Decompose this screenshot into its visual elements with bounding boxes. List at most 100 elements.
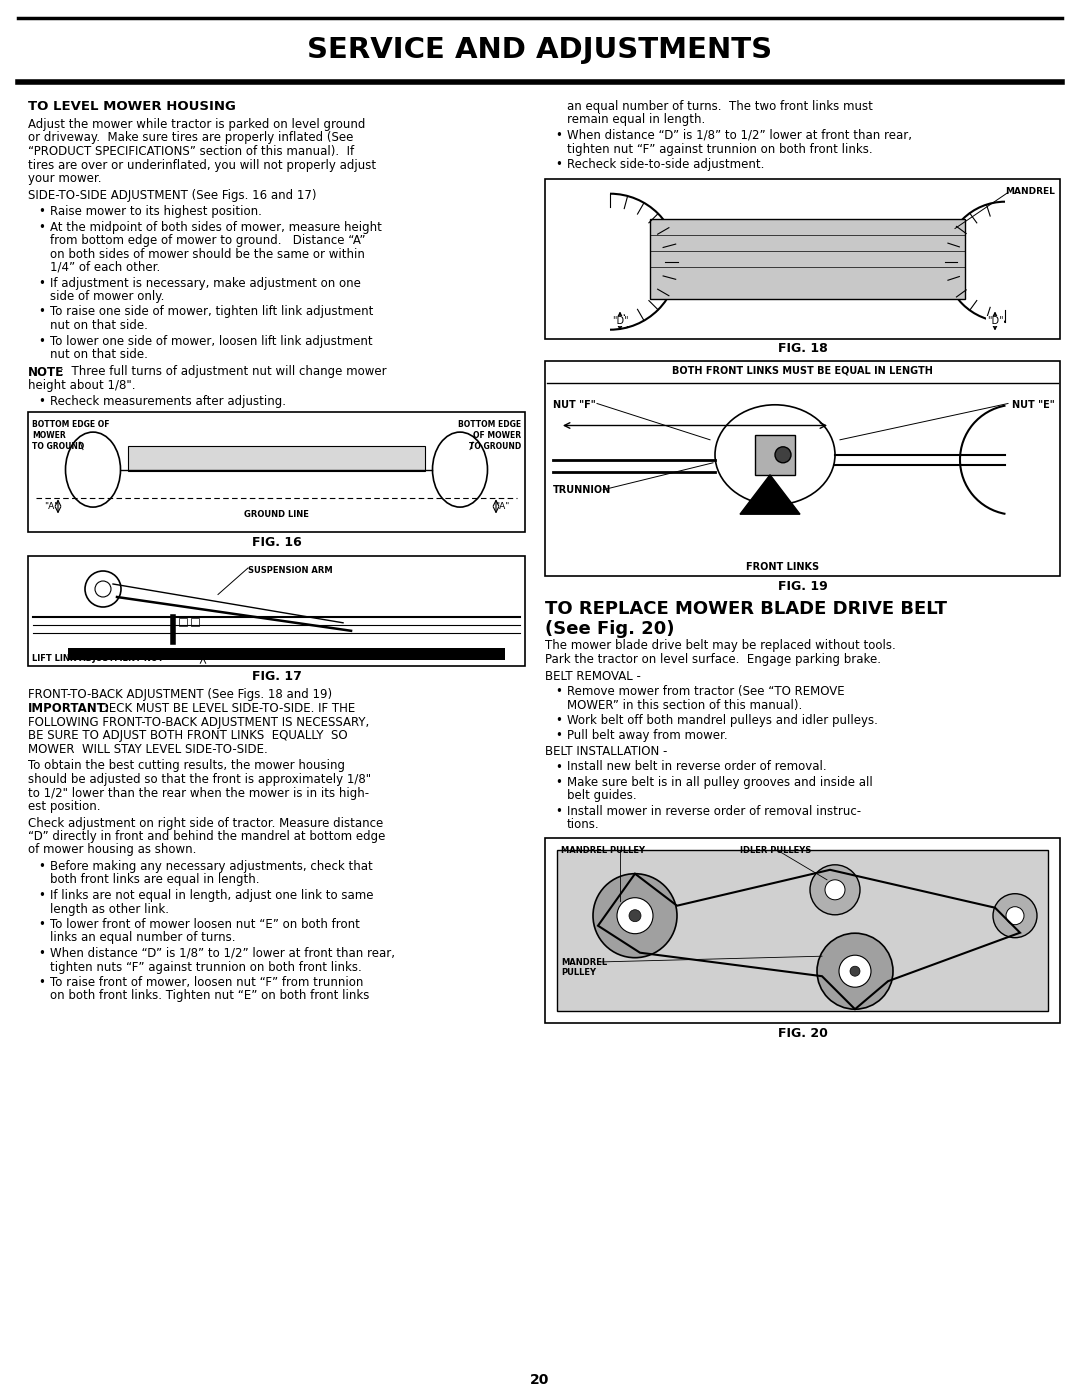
- Text: •: •: [555, 805, 562, 819]
- Text: side of mower only.: side of mower only.: [50, 291, 164, 303]
- Circle shape: [85, 571, 121, 608]
- Text: When distance “D” is 1/8” to 1/2” lower at front than rear,: When distance “D” is 1/8” to 1/2” lower …: [567, 129, 912, 142]
- Text: IMPORTANT:: IMPORTANT:: [28, 703, 110, 715]
- Text: Check adjustment on right side of tractor. Measure distance: Check adjustment on right side of tracto…: [28, 816, 383, 830]
- Text: Park the tractor on level surface.  Engage parking brake.: Park the tractor on level surface. Engag…: [545, 652, 881, 666]
- Text: To lower one side of mower, loosen lift link adjustment: To lower one side of mower, loosen lift …: [50, 334, 373, 348]
- Circle shape: [95, 581, 111, 597]
- Circle shape: [810, 865, 860, 915]
- Text: •: •: [38, 977, 45, 989]
- Text: TO GROUND: TO GROUND: [469, 441, 521, 451]
- Text: "A": "A": [44, 502, 58, 511]
- Text: remain equal in length.: remain equal in length.: [567, 113, 705, 127]
- Text: tions.: tions.: [567, 819, 599, 831]
- Text: “D” directly in front and behind the mandrel at bottom edge: “D” directly in front and behind the man…: [28, 830, 386, 842]
- Text: SERVICE AND ADJUSTMENTS: SERVICE AND ADJUSTMENTS: [308, 36, 772, 64]
- Circle shape: [825, 880, 845, 900]
- Text: NUT "E": NUT "E": [1012, 401, 1055, 411]
- Text: MANDREL: MANDREL: [561, 958, 607, 967]
- Text: Before making any necessary adjustments, check that: Before making any necessary adjustments,…: [50, 861, 373, 873]
- Text: FIG. 20: FIG. 20: [778, 1027, 827, 1039]
- Text: Make sure belt is in all pulley grooves and inside all: Make sure belt is in all pulley grooves …: [567, 775, 873, 789]
- Text: Recheck measurements after adjusting.: Recheck measurements after adjusting.: [50, 394, 286, 408]
- Text: "D": "D": [611, 316, 629, 326]
- Text: TO GROUND: TO GROUND: [32, 441, 84, 451]
- Bar: [557, 849, 1048, 1011]
- Text: MANDREL: MANDREL: [1005, 187, 1055, 196]
- Circle shape: [617, 898, 653, 933]
- Text: BOTTOM EDGE: BOTTOM EDGE: [458, 420, 521, 429]
- Bar: [129, 446, 426, 471]
- Ellipse shape: [715, 405, 835, 504]
- Text: TRUNNION: TRUNNION: [553, 485, 611, 495]
- Text: If links are not equal in length, adjust one link to same: If links are not equal in length, adjust…: [50, 888, 374, 902]
- Text: •: •: [38, 394, 45, 408]
- Bar: [28, 556, 525, 666]
- Text: To obtain the best cutting results, the mower housing: To obtain the best cutting results, the …: [28, 760, 345, 773]
- Circle shape: [993, 894, 1037, 937]
- Text: 1/4” of each other.: 1/4” of each other.: [50, 261, 160, 274]
- Text: on both front links. Tighten nut “E” on both front links: on both front links. Tighten nut “E” on …: [50, 989, 369, 1003]
- Text: •: •: [38, 306, 45, 319]
- Text: NOTE: NOTE: [28, 366, 64, 379]
- Text: nut on that side.: nut on that side.: [50, 319, 148, 332]
- Text: •: •: [555, 129, 562, 142]
- Text: Adjust the mower while tractor is parked on level ground: Adjust the mower while tractor is parked…: [28, 117, 365, 131]
- Text: belt guides.: belt guides.: [567, 789, 636, 802]
- Text: LIFT LINK ADJUSTMENT NUT: LIFT LINK ADJUSTMENT NUT: [32, 654, 163, 664]
- Text: DECK MUST BE LEVEL SIDE-TO-SIDE. IF THE: DECK MUST BE LEVEL SIDE-TO-SIDE. IF THE: [96, 703, 355, 715]
- Text: •: •: [555, 158, 562, 170]
- Text: both front links are equal in length.: both front links are equal in length.: [50, 873, 259, 887]
- Text: BELT INSTALLATION -: BELT INSTALLATION -: [545, 745, 667, 759]
- Text: •: •: [555, 760, 562, 774]
- Ellipse shape: [432, 432, 487, 507]
- Text: To raise one side of mower, tighten lift link adjustment: To raise one side of mower, tighten lift…: [50, 306, 374, 319]
- Text: an equal number of turns.  The two front links must: an equal number of turns. The two front …: [567, 101, 873, 113]
- Text: links an equal number of turns.: links an equal number of turns.: [50, 932, 235, 944]
- Text: FIG. 18: FIG. 18: [778, 342, 827, 355]
- Text: Remove mower from tractor (See “TO REMOVE: Remove mower from tractor (See “TO REMOV…: [567, 685, 845, 698]
- Bar: [545, 360, 1059, 576]
- Text: •: •: [555, 729, 562, 742]
- Text: •: •: [555, 685, 562, 698]
- Text: GROUND LINE: GROUND LINE: [244, 510, 309, 520]
- Text: •: •: [38, 277, 45, 289]
- Text: MOWER: MOWER: [32, 432, 66, 440]
- Text: Raise mower to its highest position.: Raise mower to its highest position.: [50, 205, 261, 218]
- Circle shape: [629, 909, 642, 922]
- Text: “PRODUCT SPECIFICATIONS” section of this manual).  If: “PRODUCT SPECIFICATIONS” section of this…: [28, 145, 354, 158]
- Text: The mower blade drive belt may be replaced without tools.: The mower blade drive belt may be replac…: [545, 640, 895, 652]
- Text: height about 1/8".: height about 1/8".: [28, 379, 135, 393]
- Circle shape: [1005, 907, 1024, 925]
- Circle shape: [850, 967, 860, 977]
- Text: TO REPLACE MOWER BLADE DRIVE BELT: TO REPLACE MOWER BLADE DRIVE BELT: [545, 599, 947, 617]
- Text: Recheck side-to-side adjustment.: Recheck side-to-side adjustment.: [567, 158, 765, 170]
- Text: OF MOWER: OF MOWER: [473, 432, 521, 440]
- Text: •: •: [38, 861, 45, 873]
- Text: est position.: est position.: [28, 800, 100, 813]
- Bar: [191, 617, 199, 626]
- Text: MOWER” in this section of this manual).: MOWER” in this section of this manual).: [567, 698, 802, 711]
- Text: tires are over or underinflated, you will not properly adjust: tires are over or underinflated, you wil…: [28, 158, 376, 172]
- Text: PULLEY: PULLEY: [561, 968, 596, 978]
- Text: MANDREL PULLEY: MANDREL PULLEY: [561, 847, 645, 855]
- Text: should be adjusted so that the front is approximately 1/8": should be adjusted so that the front is …: [28, 773, 372, 787]
- Text: your mower.: your mower.: [28, 172, 102, 184]
- Text: FIG. 17: FIG. 17: [252, 671, 301, 683]
- Text: •: •: [38, 947, 45, 960]
- Text: •: •: [555, 714, 562, 726]
- Text: BOTTOM EDGE OF: BOTTOM EDGE OF: [32, 420, 109, 429]
- Text: or driveway.  Make sure tires are properly inflated (See: or driveway. Make sure tires are properl…: [28, 131, 353, 144]
- Bar: [650, 218, 966, 299]
- Circle shape: [816, 933, 893, 1009]
- Text: BELT REMOVAL -: BELT REMOVAL -: [545, 669, 640, 683]
- Bar: [545, 179, 1059, 338]
- Text: length as other link.: length as other link.: [50, 902, 168, 915]
- Bar: [755, 434, 795, 475]
- Text: "D": "D": [987, 316, 1003, 326]
- Text: Work belt off both mandrel pulleys and idler pulleys.: Work belt off both mandrel pulleys and i…: [567, 714, 878, 726]
- Text: FIG. 16: FIG. 16: [252, 536, 301, 549]
- Text: •: •: [38, 334, 45, 348]
- Text: When distance “D” is 1/8” to 1/2” lower at front than rear,: When distance “D” is 1/8” to 1/2” lower …: [50, 947, 395, 960]
- Text: FIG. 19: FIG. 19: [778, 580, 827, 592]
